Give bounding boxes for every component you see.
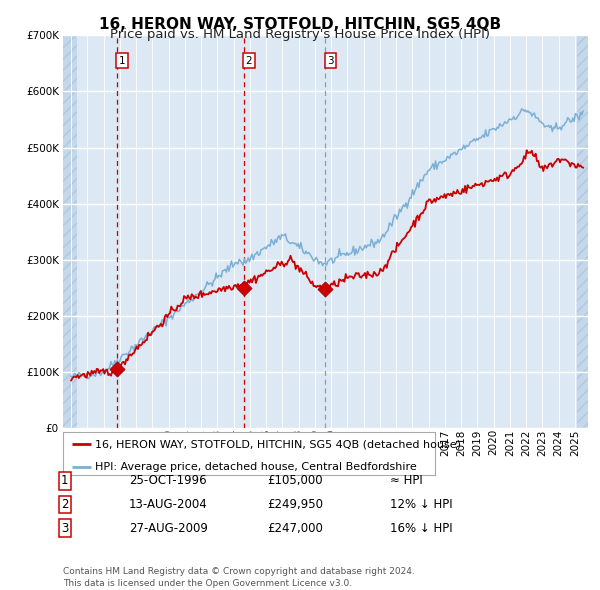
Text: 16, HERON WAY, STOTFOLD, HITCHIN, SG5 4QB (detached house): 16, HERON WAY, STOTFOLD, HITCHIN, SG5 4Q…	[95, 440, 461, 450]
Text: ≈ HPI: ≈ HPI	[390, 474, 423, 487]
Text: 16, HERON WAY, STOTFOLD, HITCHIN, SG5 4QB: 16, HERON WAY, STOTFOLD, HITCHIN, SG5 4Q…	[99, 17, 501, 31]
Bar	[63, 35, 77, 428]
Text: 13-AUG-2004: 13-AUG-2004	[129, 498, 208, 511]
Text: 25-OCT-1996: 25-OCT-1996	[129, 474, 206, 487]
Text: £247,000: £247,000	[267, 522, 323, 535]
Text: 2: 2	[245, 55, 253, 65]
Text: 1: 1	[119, 55, 125, 65]
Text: HPI: Average price, detached house, Central Bedfordshire: HPI: Average price, detached house, Cent…	[95, 463, 416, 473]
Text: 27-AUG-2009: 27-AUG-2009	[129, 522, 208, 535]
Text: 16% ↓ HPI: 16% ↓ HPI	[390, 522, 452, 535]
Point	[320, 284, 330, 294]
Text: £105,000: £105,000	[267, 474, 323, 487]
Bar	[577, 35, 588, 428]
Text: 2: 2	[61, 498, 68, 511]
Text: 12% ↓ HPI: 12% ↓ HPI	[390, 498, 452, 511]
Text: 3: 3	[61, 522, 68, 535]
Text: £249,950: £249,950	[267, 498, 323, 511]
Point	[239, 283, 248, 293]
Text: 3: 3	[328, 55, 334, 65]
Text: Price paid vs. HM Land Registry's House Price Index (HPI): Price paid vs. HM Land Registry's House …	[110, 28, 490, 41]
Text: Contains HM Land Registry data © Crown copyright and database right 2024.
This d: Contains HM Land Registry data © Crown c…	[63, 568, 415, 588]
Point	[112, 364, 122, 373]
Text: 1: 1	[61, 474, 68, 487]
